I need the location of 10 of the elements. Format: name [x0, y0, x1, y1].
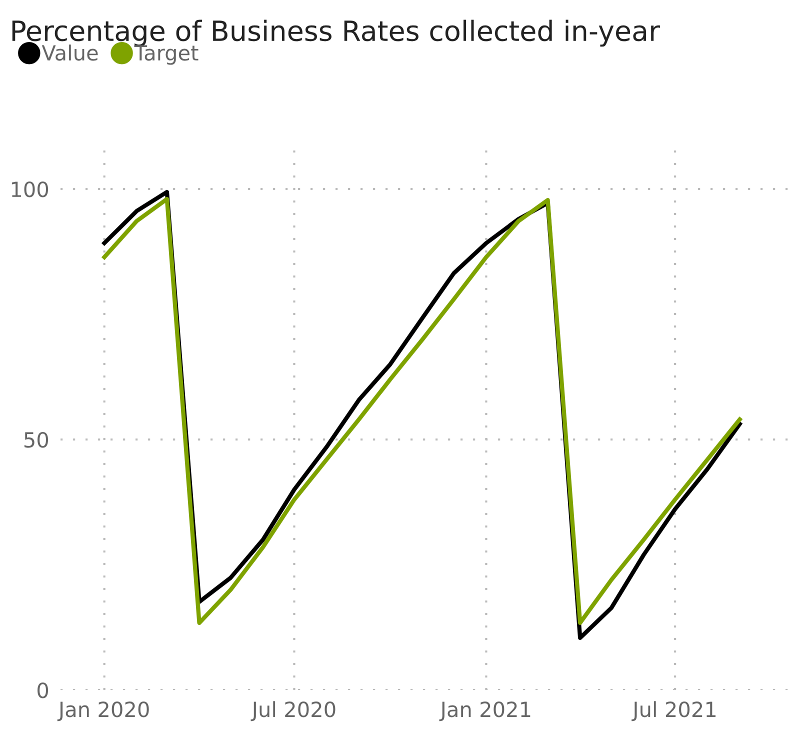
- x-tick-label: Jul 2021: [632, 701, 716, 722]
- y-tick-label: 100: [12, 181, 48, 198]
- x-tick-label: Jan 2021: [439, 702, 530, 722]
- legend-label: Value: [42, 44, 98, 61]
- legend-label: Target: [134, 45, 198, 65]
- x-tick-label: Jul 2020: [250, 701, 336, 722]
- chart-title: Percentage of Business Rates collected in-year: [12, 20, 660, 47]
- y-tick-label: 50: [24, 432, 48, 448]
- x-tick-label: Jan 2020: [57, 702, 149, 722]
- y-tick-label: 0: [38, 682, 48, 698]
